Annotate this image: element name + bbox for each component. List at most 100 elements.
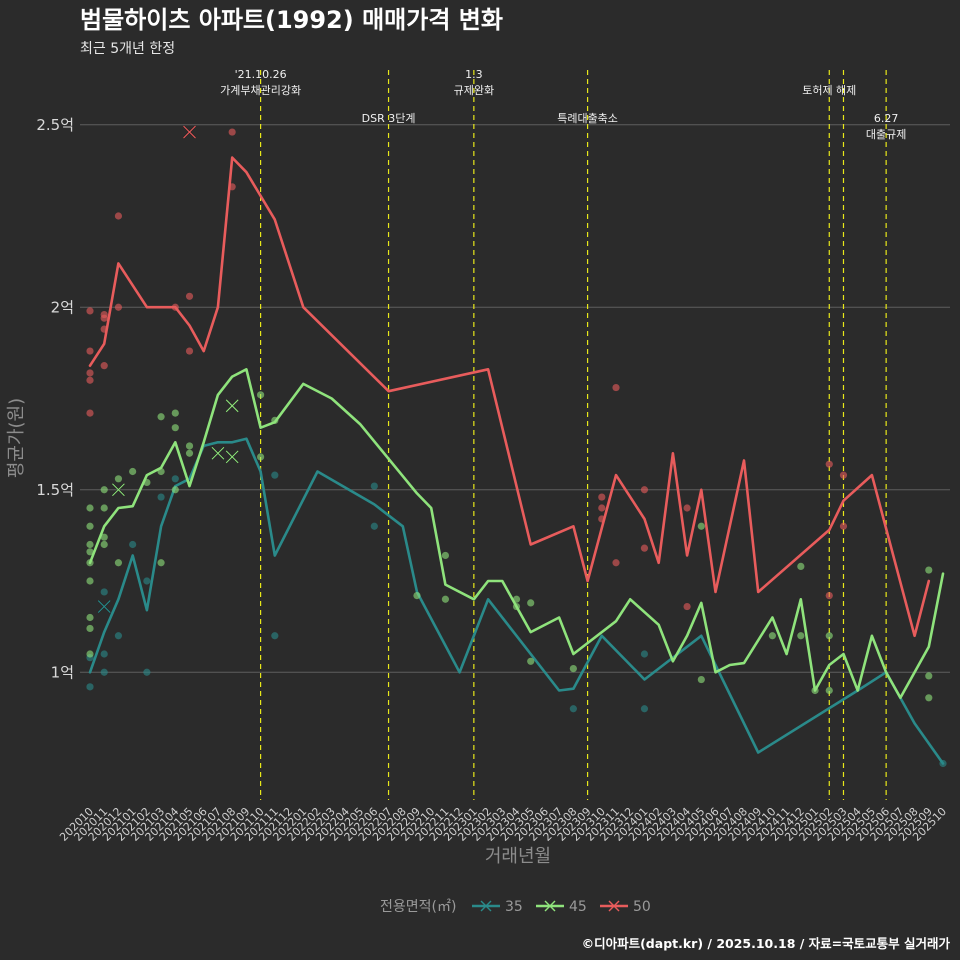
legend-title: 전용면적(㎡) — [380, 899, 456, 915]
data-point — [925, 694, 933, 702]
cross-stroke — [225, 399, 239, 413]
data-point — [683, 602, 691, 611]
data-point — [527, 599, 535, 607]
data-point — [100, 325, 108, 333]
y-tick-label: 2억 — [51, 298, 74, 316]
event-label: 대출규제 — [866, 128, 906, 141]
y-gridlines — [80, 124, 950, 673]
data-point — [100, 486, 108, 494]
data-point — [271, 471, 279, 479]
x-axis-ticks: 2020102020112020122021012021022021032021… — [57, 805, 949, 844]
data-point — [100, 314, 108, 322]
data-point — [825, 460, 833, 468]
data-point — [129, 467, 137, 476]
data-point — [171, 486, 179, 494]
data-point — [370, 482, 378, 490]
cancelled-deal-marker — [211, 446, 225, 460]
cancelled-deal-marker — [182, 125, 197, 139]
legend-cross — [480, 900, 492, 912]
data-point — [185, 449, 194, 457]
data-point — [86, 624, 94, 633]
data-point — [171, 409, 179, 417]
data-point — [640, 650, 649, 658]
data-point — [811, 686, 819, 695]
data-point — [86, 347, 94, 355]
data-point — [86, 369, 94, 377]
data-point — [86, 409, 94, 417]
legend: 전용면적(㎡) 35 45 50 — [380, 899, 651, 915]
event-label: 가계부채관리강화 — [220, 84, 301, 97]
y-axis-title: 평균가(원) — [6, 398, 27, 478]
y-tick-label: 1.5억 — [36, 481, 74, 499]
data-point — [114, 475, 123, 483]
data-point — [612, 559, 620, 567]
y-tick-label: 1억 — [51, 663, 74, 681]
data-point — [157, 493, 165, 501]
data-point — [100, 588, 108, 596]
data-point — [612, 383, 620, 392]
data-point — [925, 672, 933, 680]
data-point — [114, 303, 123, 311]
data-point — [598, 515, 606, 523]
data-series — [86, 125, 947, 768]
data-point — [825, 592, 833, 600]
data-point — [370, 522, 378, 530]
data-point — [839, 522, 848, 530]
data-point — [697, 522, 705, 530]
data-point — [86, 577, 94, 585]
legend-cross — [544, 900, 556, 912]
data-point — [143, 577, 151, 585]
data-point — [598, 504, 606, 512]
data-point — [271, 416, 279, 424]
legend-label: 45 — [569, 899, 587, 915]
data-point — [129, 540, 137, 549]
chart-subtitle: 최근 5개년 한정 — [80, 41, 175, 57]
legend-key-35 — [472, 900, 500, 912]
data-point — [228, 128, 236, 136]
data-point — [143, 478, 151, 487]
data-point — [512, 595, 521, 603]
cross-stroke — [225, 450, 239, 464]
data-point — [228, 183, 236, 191]
data-point — [171, 303, 179, 311]
data-point — [839, 471, 848, 479]
data-point — [441, 595, 450, 603]
data-point — [157, 467, 165, 476]
data-point — [441, 551, 450, 560]
data-point — [86, 683, 94, 691]
data-point — [825, 632, 833, 640]
event-label: 1.3 — [465, 68, 483, 81]
data-point — [100, 650, 108, 658]
caption: ©디아파트(dapt.kr) / 2025.10.18 / 자료=국토교통부 실… — [582, 936, 951, 951]
event-label: DSR 3단계 — [362, 112, 416, 125]
data-point — [143, 668, 151, 676]
data-point — [185, 442, 194, 450]
data-point — [598, 493, 606, 501]
event-label: 규제완화 — [454, 84, 494, 97]
data-point — [114, 632, 123, 640]
legend-label: 50 — [633, 899, 651, 915]
y-axis-ticks: 1억 1.5억 2억 2.5억 — [36, 116, 74, 682]
cancelled-deal-marker — [97, 599, 111, 614]
data-point — [157, 413, 165, 421]
chart-title: 범물하이츠 아파트(1992) 매매가격 변화 — [80, 6, 503, 34]
cross-stroke — [211, 446, 225, 460]
legend-key-45 — [536, 900, 564, 912]
data-point — [100, 540, 108, 549]
data-point — [569, 705, 577, 713]
data-point — [114, 212, 123, 220]
data-point — [640, 486, 649, 494]
data-point — [114, 559, 123, 567]
data-point — [86, 613, 94, 622]
data-point — [157, 559, 165, 567]
data-point — [100, 362, 108, 370]
event-label: 토허제 해제 — [802, 83, 856, 97]
data-point — [697, 675, 705, 684]
data-point — [185, 347, 194, 355]
legend-label: 35 — [505, 899, 523, 915]
data-point — [100, 504, 108, 512]
data-point — [797, 632, 805, 640]
event-label: 6.27 — [874, 112, 899, 125]
data-point — [257, 453, 265, 461]
